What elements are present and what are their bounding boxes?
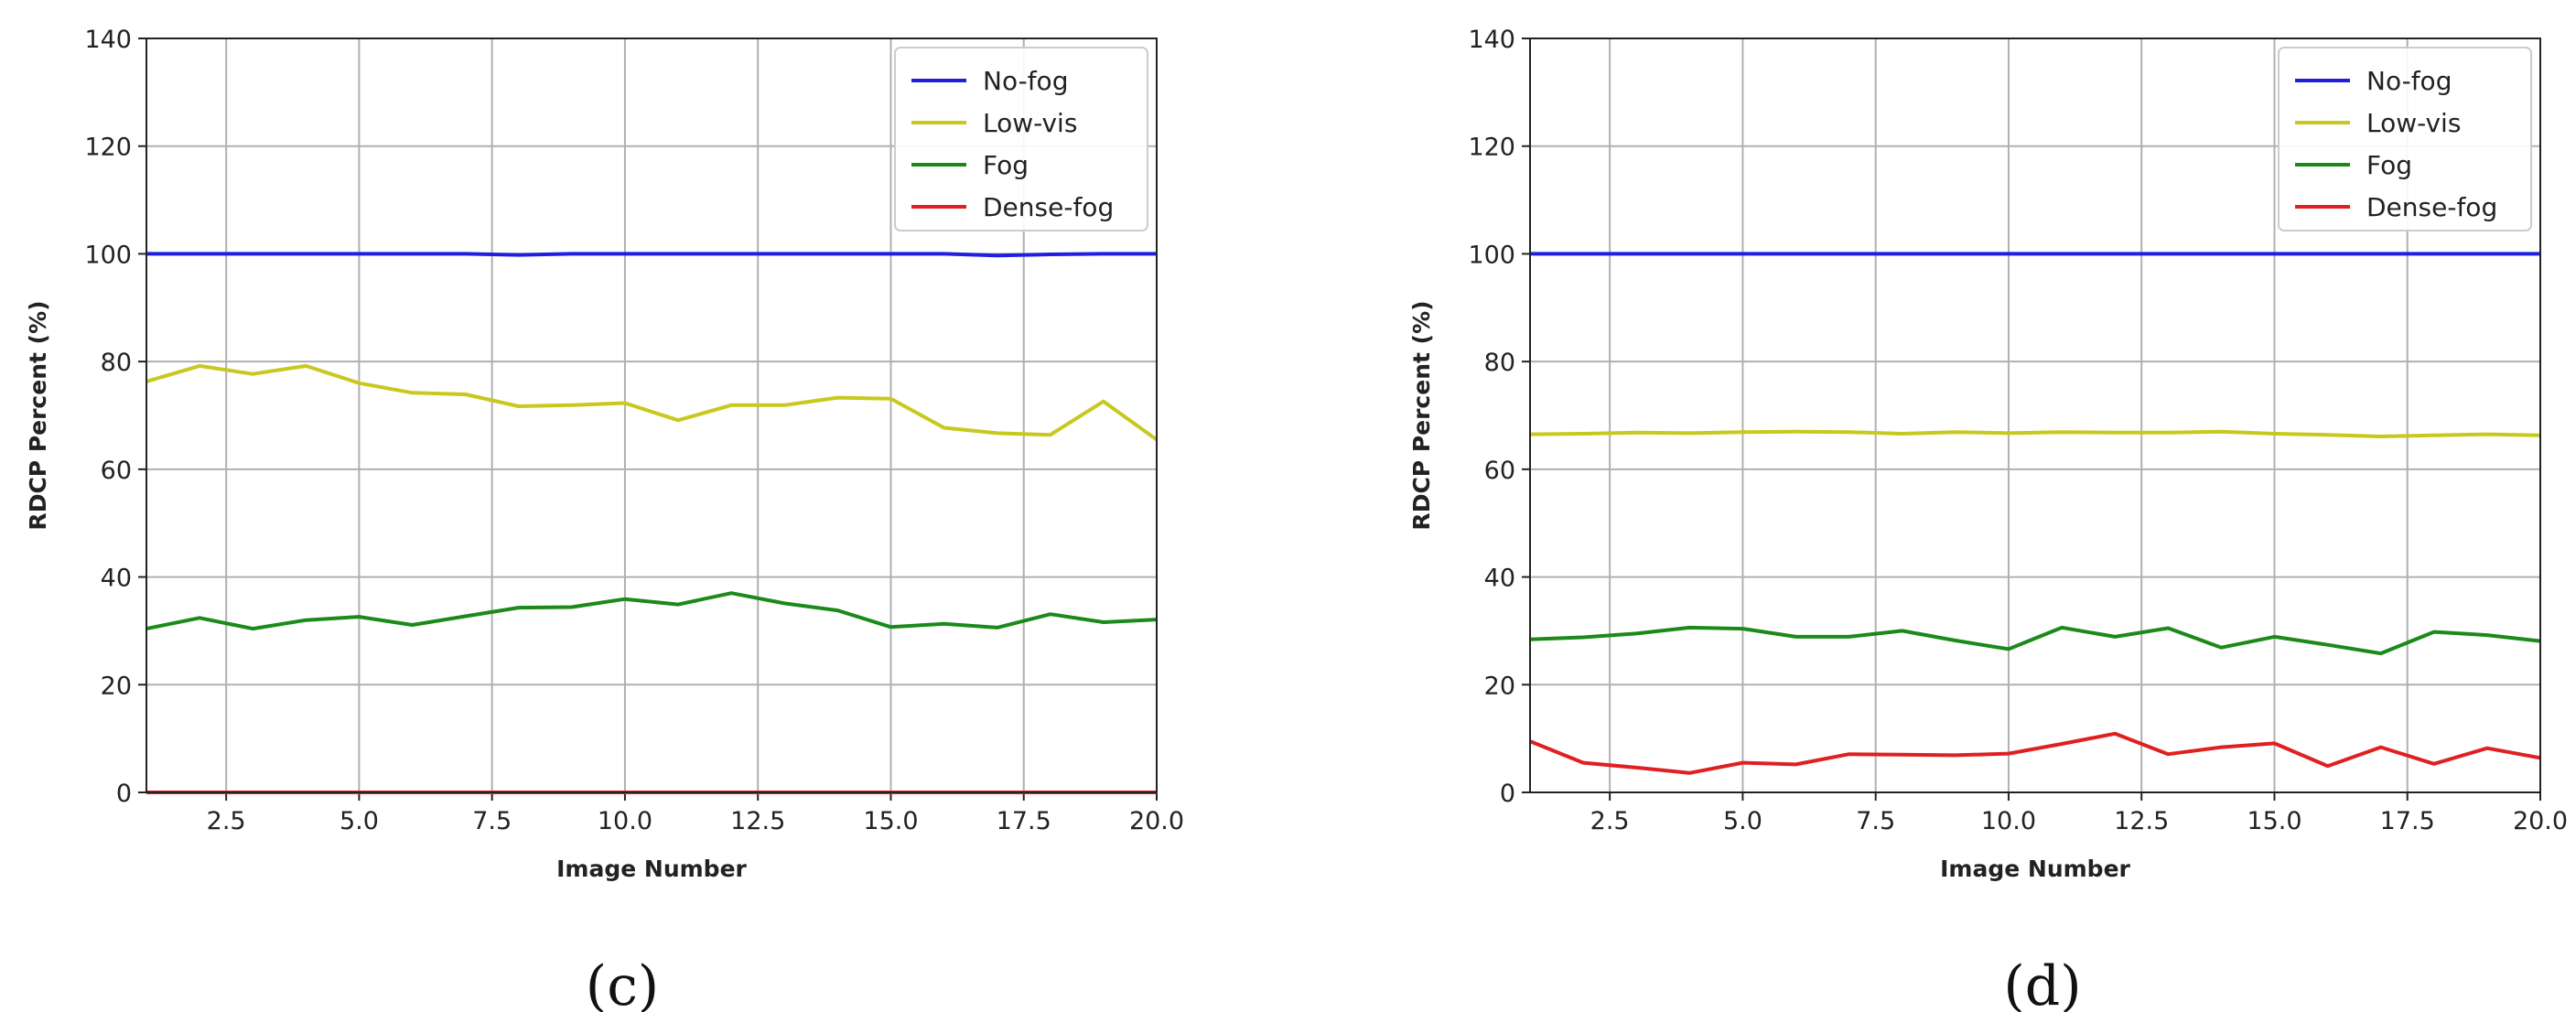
x-tick-label: 7.5 (472, 807, 512, 835)
legend-entry-label: Low-vis (2366, 108, 2461, 138)
x-tick-label: 7.5 (1856, 807, 1895, 835)
x-tick-label: 10.0 (1981, 807, 2036, 835)
y-tick-label: 120 (84, 134, 132, 162)
y-tick-label: 0 (116, 780, 132, 808)
y-tick-label: 20 (101, 672, 132, 700)
y-tick-label: 60 (1484, 457, 1515, 485)
y-tick-label: 80 (101, 349, 132, 377)
y-tick-label: 0 (1500, 780, 1515, 808)
legend-box (2278, 47, 2532, 231)
legend-entry-label: Dense-fog (983, 192, 1114, 222)
x-tick-label: 2.5 (207, 807, 246, 835)
x-tick-label: 20.0 (1129, 807, 1184, 835)
y-tick-label: 120 (1468, 134, 1515, 162)
y-axis-label: RDCP Percent (%) (1408, 300, 1435, 530)
series-line-fog (146, 591, 1158, 631)
series-line-low-vis (146, 363, 1159, 442)
x-tick-label: 5.0 (1723, 807, 1762, 835)
panel-label: (c) (586, 954, 659, 1012)
legend-box (894, 47, 1148, 231)
x-axis-label: Image Number (556, 856, 747, 882)
legend-entry-label: No-fog (983, 66, 1068, 96)
x-tick-label: 2.5 (1590, 807, 1630, 835)
x-tick-label: 17.5 (997, 807, 1051, 835)
legend: No-fog Low-vis Fog Dense-fog (894, 47, 1148, 231)
y-tick-label: 40 (1484, 565, 1515, 593)
x-tick-label: 5.0 (340, 807, 379, 835)
y-tick-label: 100 (1468, 241, 1515, 269)
legend-entry-label: Dense-fog (2366, 192, 2497, 222)
x-tick-label: 15.0 (863, 807, 918, 835)
x-tick-label: 15.0 (2247, 807, 2301, 835)
legend-entry-label: No-fog (2366, 66, 2452, 96)
series-line-low-vis (1529, 429, 2541, 438)
y-tick-label: 140 (1468, 26, 1515, 54)
x-tick-label: 10.0 (598, 807, 652, 835)
x-tick-label: 12.5 (2114, 807, 2169, 835)
y-tick-label: 40 (101, 565, 132, 593)
chart-panel-d: 2.5 5.0 7.5 10.0 12.5 15.0 17.5 20.0 0 20 40 60 80 10… (1408, 26, 2568, 1012)
chart-panel-c: 2.5 5.0 7.5 10.0 12.5 15.0 17.5 20.0 0 20 40 60 80 10… (25, 26, 1184, 1012)
series-line-fog (1529, 625, 2541, 656)
y-tick-label: 20 (1484, 672, 1515, 700)
series-line-no-fog (146, 252, 1157, 258)
y-axis-label: RDCP Percent (%) (25, 300, 51, 530)
x-tick-label: 17.5 (2380, 807, 2435, 835)
panel-label: (d) (2003, 954, 2081, 1012)
series-line-dense-fog (1529, 731, 2541, 775)
plot-frame (1529, 38, 2541, 793)
x-tick-label: 20.0 (2513, 807, 2568, 835)
plot-frame (146, 38, 1158, 793)
y-tick-label: 100 (84, 241, 132, 269)
legend-entry-label: Fog (983, 150, 1029, 180)
y-tick-label: 80 (1484, 349, 1515, 377)
legend-entry-label: Low-vis (983, 108, 1077, 138)
x-axis-label: Image Number (1940, 856, 2130, 882)
legend: No-fog Low-vis Fog Dense-fog (2278, 47, 2532, 231)
y-tick-label: 60 (101, 457, 132, 485)
legend-entry-label: Fog (2366, 150, 2412, 180)
x-tick-label: 12.5 (730, 807, 785, 835)
y-tick-label: 140 (84, 26, 132, 54)
